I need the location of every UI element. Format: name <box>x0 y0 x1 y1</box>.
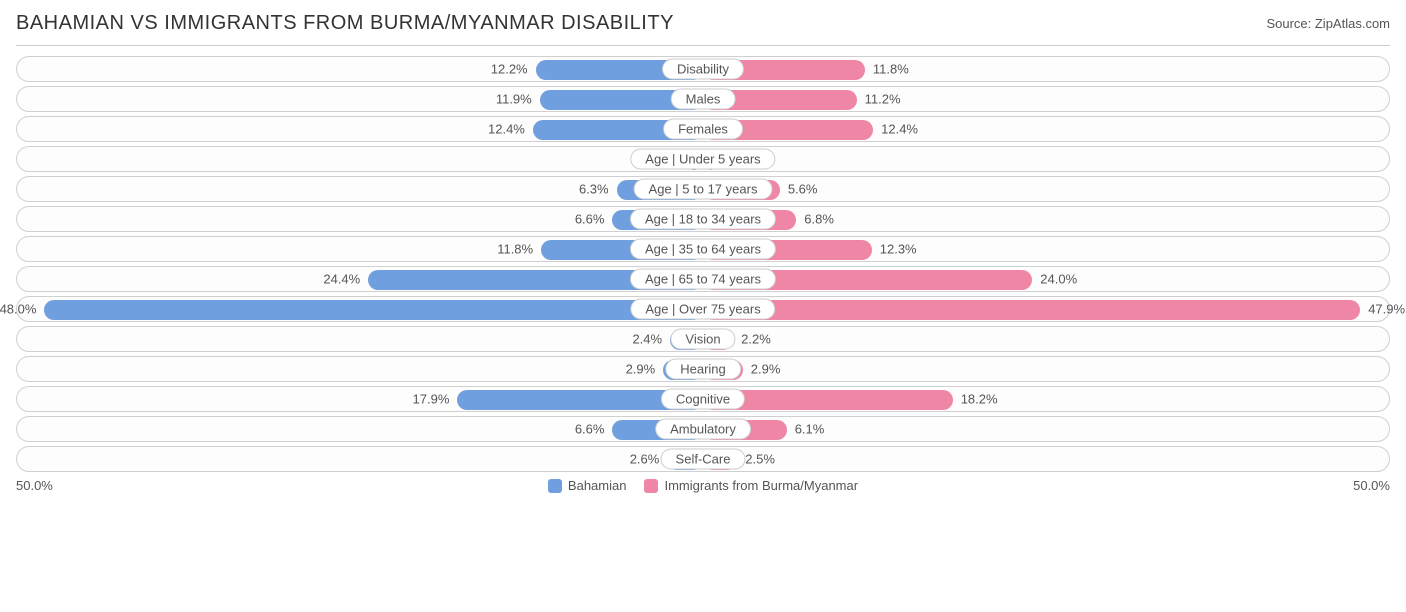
category-label: Vision <box>670 329 735 350</box>
category-label: Cognitive <box>661 389 745 410</box>
value-right: 24.0% <box>1040 272 1077 287</box>
category-label: Ambulatory <box>655 419 751 440</box>
value-left: 24.4% <box>323 272 360 287</box>
chart-row: 11.8% 12.3% Age | 35 to 64 years <box>16 236 1390 262</box>
chart-row: 11.9% 11.2% Males <box>16 86 1390 112</box>
value-left: 11.9% <box>496 92 532 107</box>
legend-swatch-left <box>548 479 562 493</box>
value-left: 12.4% <box>488 122 525 137</box>
axis-left-max: 50.0% <box>16 478 53 493</box>
legend-item-left: Bahamian <box>548 478 627 493</box>
chart-row: 2.9% 2.9% Hearing <box>16 356 1390 382</box>
chart-row: 12.2% 11.8% Disability <box>16 56 1390 82</box>
category-label: Disability <box>662 59 744 80</box>
axis-right-max: 50.0% <box>1353 478 1390 493</box>
value-right: 18.2% <box>961 392 998 407</box>
diverging-bar-chart: 12.2% 11.8% Disability 11.9% 11.2% Males 12.4%… <box>16 45 1390 472</box>
legend-swatch-right <box>644 479 658 493</box>
value-left: 6.6% <box>575 212 605 227</box>
legend-label-right: Immigrants from Burma/Myanmar <box>664 478 858 493</box>
category-label: Hearing <box>665 359 741 380</box>
category-label: Age | 65 to 74 years <box>630 269 776 290</box>
value-right: 6.8% <box>804 212 834 227</box>
legend: Bahamian Immigrants from Burma/Myanmar <box>548 478 858 493</box>
category-label: Self-Care <box>661 449 746 470</box>
value-left: 2.9% <box>626 362 656 377</box>
value-right: 5.6% <box>788 182 818 197</box>
value-left: 11.8% <box>497 242 533 257</box>
legend-item-right: Immigrants from Burma/Myanmar <box>644 478 858 493</box>
value-left: 2.6% <box>630 452 660 467</box>
bar-left <box>44 300 703 320</box>
category-label: Age | Over 75 years <box>630 299 775 320</box>
chart-row: 6.3% 5.6% Age | 5 to 17 years <box>16 176 1390 202</box>
value-right: 47.9% <box>1368 302 1405 317</box>
value-right: 11.2% <box>865 92 901 107</box>
chart-row: 6.6% 6.1% Ambulatory <box>16 416 1390 442</box>
category-label: Age | 5 to 17 years <box>634 179 773 200</box>
value-left: 6.3% <box>579 182 609 197</box>
value-right: 2.9% <box>751 362 781 377</box>
category-label: Males <box>671 89 736 110</box>
value-right: 2.2% <box>741 332 771 347</box>
chart-title: BAHAMIAN VS IMMIGRANTS FROM BURMA/MYANMA… <box>16 12 674 35</box>
source-attribution: Source: ZipAtlas.com <box>1266 16 1390 31</box>
chart-row: 6.6% 6.8% Age | 18 to 34 years <box>16 206 1390 232</box>
value-right: 6.1% <box>795 422 825 437</box>
category-label: Age | 35 to 64 years <box>630 239 776 260</box>
chart-row: 1.3%1.1%Age | Under 5 years <box>16 146 1390 172</box>
category-label: Females <box>663 119 743 140</box>
value-right: 11.8% <box>873 62 909 77</box>
category-label: Age | Under 5 years <box>630 149 775 170</box>
value-left: 2.4% <box>632 332 662 347</box>
legend-label-left: Bahamian <box>568 478 627 493</box>
chart-row: 2.4% 2.2% Vision <box>16 326 1390 352</box>
chart-row: 2.6% 2.5%Self-Care <box>16 446 1390 472</box>
value-right: 12.4% <box>881 122 918 137</box>
bar-right <box>703 300 1360 320</box>
chart-row: 48.0%47.9%Age | Over 75 years <box>16 296 1390 322</box>
value-left: 12.2% <box>491 62 528 77</box>
value-right: 12.3% <box>880 242 917 257</box>
chart-row: 17.9% 18.2% Cognitive <box>16 386 1390 412</box>
chart-row: 12.4% 12.4% Females <box>16 116 1390 142</box>
value-left: 48.0% <box>0 302 36 317</box>
value-left: 17.9% <box>413 392 450 407</box>
value-left: 6.6% <box>575 422 605 437</box>
chart-row: 24.4% 24.0% Age | 65 to 74 years <box>16 266 1390 292</box>
value-right: 2.5% <box>745 452 775 467</box>
category-label: Age | 18 to 34 years <box>630 209 776 230</box>
